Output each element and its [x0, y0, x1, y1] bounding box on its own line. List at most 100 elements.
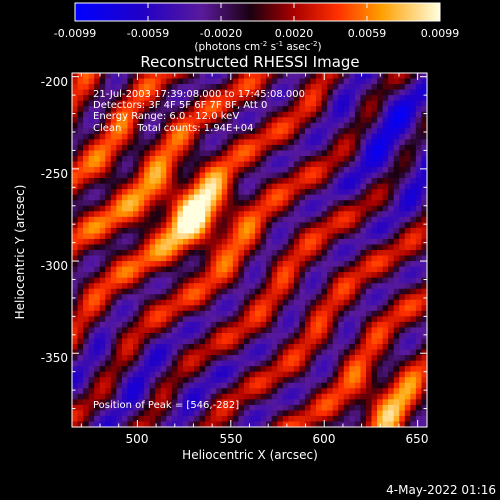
- heatmap-cell: [205, 299, 212, 306]
- heatmap-cell: [194, 299, 201, 306]
- heatmap-cell: [160, 100, 167, 107]
- heatmap-cell: [210, 349, 217, 356]
- heatmap-cell: [415, 106, 423, 113]
- heatmap-cell: [282, 216, 289, 223]
- heatmap-cell: [105, 299, 112, 306]
- heatmap-cell: [194, 150, 201, 157]
- heatmap-cell: [304, 410, 312, 417]
- heatmap-cell: [72, 294, 79, 301]
- heatmap-cell: [249, 95, 256, 102]
- heatmap-cell: [238, 360, 245, 367]
- heatmap-cell: [177, 144, 184, 152]
- heatmap-cell: [293, 95, 301, 102]
- heatmap-cell: [199, 255, 206, 262]
- heatmap-cell: [354, 410, 362, 417]
- heatmap-cell: [371, 294, 378, 301]
- heatmap-cell: [282, 111, 289, 118]
- heatmap-cell: [282, 316, 289, 323]
- heatmap-cell: [349, 144, 356, 152]
- heatmap-cell: [199, 194, 206, 201]
- heatmap-cell: [382, 172, 389, 179]
- heatmap-cell: [205, 305, 212, 312]
- heatmap-cell: [105, 189, 112, 196]
- heatmap-cell: [399, 172, 406, 179]
- heatmap-cell: [382, 415, 389, 423]
- heatmap-cell: [288, 155, 295, 163]
- heatmap-cell: [349, 321, 356, 329]
- heatmap-cell: [332, 84, 339, 91]
- heatmap-cell: [94, 371, 101, 378]
- heatmap-cell: [421, 106, 428, 113]
- heatmap-cell: [232, 338, 240, 345]
- heatmap-cell: [77, 122, 84, 129]
- heatmap-cell: [360, 338, 367, 345]
- heatmap-cell: [388, 222, 395, 229]
- heatmap-cell: [421, 150, 428, 157]
- heatmap-cell: [260, 161, 267, 168]
- heatmap-cell: [399, 272, 406, 279]
- heatmap-cell: [304, 95, 312, 102]
- heatmap-cell: [310, 288, 317, 295]
- heatmap-cell: [88, 349, 95, 356]
- heatmap-cell: [105, 377, 112, 384]
- heatmap-cell: [410, 377, 417, 384]
- heatmap-cell: [282, 299, 289, 306]
- heatmap-cell: [266, 106, 273, 113]
- heatmap-cell: [421, 139, 428, 146]
- heatmap-cell: [210, 189, 217, 196]
- heatmap-cell: [221, 266, 228, 273]
- heatmap-cell: [415, 410, 423, 417]
- heatmap-cell: [277, 366, 284, 373]
- heatmap-cell: [349, 360, 356, 367]
- heatmap-cell: [288, 222, 295, 229]
- heatmap-cell: [227, 255, 234, 262]
- heatmap-cell: [105, 78, 112, 85]
- heatmap-cell: [243, 399, 251, 406]
- heatmap-cell: [149, 388, 156, 395]
- heatmap-cell: [338, 133, 345, 140]
- heatmap-cell: [371, 238, 378, 246]
- heatmap-cell: [354, 393, 362, 400]
- heatmap-cell: [415, 144, 423, 152]
- heatmap-cell: [188, 222, 195, 229]
- heatmap-cell: [349, 189, 356, 196]
- heatmap-cell: [210, 382, 217, 389]
- heatmap-cell: [144, 133, 151, 140]
- heatmap-cell: [304, 377, 312, 384]
- heatmap-cell: [88, 117, 95, 124]
- heatmap-cell: [388, 338, 395, 345]
- heatmap-cell: [382, 377, 389, 384]
- heatmap-cell: [365, 233, 373, 240]
- heatmap-cell: [255, 344, 262, 351]
- heatmap-cell: [271, 344, 278, 351]
- heatmap-cell: [327, 250, 334, 257]
- heatmap-cell: [271, 404, 278, 412]
- heatmap-cell: [188, 106, 195, 113]
- heatmap-cell: [316, 250, 323, 257]
- heatmap-cell: [216, 321, 223, 329]
- heatmap-cell: [338, 382, 345, 389]
- heatmap-cell: [216, 117, 223, 124]
- heatmap-cell: [354, 178, 362, 185]
- heatmap-cell: [354, 167, 362, 174]
- heatmap-cell: [360, 106, 367, 113]
- heatmap-cell: [88, 344, 95, 351]
- heatmap-cell: [160, 327, 167, 334]
- heatmap-cell: [393, 272, 400, 279]
- heatmap-cell: [77, 172, 84, 179]
- heatmap-cell: [399, 410, 406, 417]
- heatmap-cell: [182, 161, 190, 168]
- heatmap-cell: [94, 78, 101, 85]
- heatmap-cell: [316, 100, 323, 107]
- heatmap-cell: [227, 355, 234, 362]
- heatmap-cell: [365, 283, 373, 290]
- heatmap-cell: [343, 227, 350, 235]
- heatmap-cell: [327, 332, 334, 340]
- heatmap-cell: [249, 222, 256, 229]
- heatmap-cell: [365, 194, 373, 201]
- heatmap-cell: [210, 117, 217, 124]
- heatmap-cell: [393, 321, 400, 329]
- heatmap-cell: [393, 128, 400, 135]
- heatmap-cell: [155, 128, 162, 135]
- heatmap-cell: [155, 377, 162, 384]
